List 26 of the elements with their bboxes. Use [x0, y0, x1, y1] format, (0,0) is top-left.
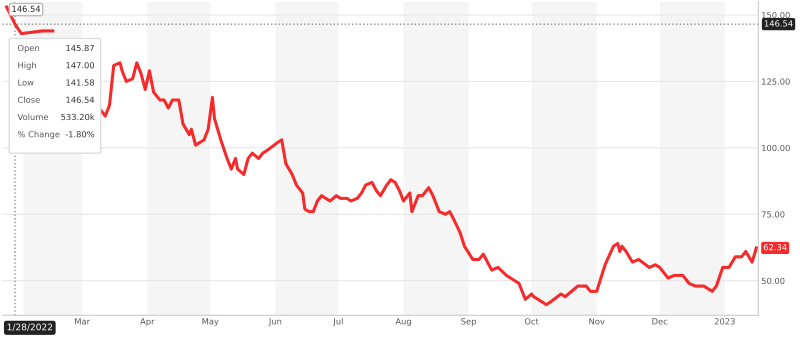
y-tick-label: 75.00 [762, 211, 784, 218]
ref-line-label: 1/28/2022 [8, 324, 52, 332]
x-tick-label: Aug [395, 318, 411, 326]
text: Close 146.54 [18, 96, 94, 103]
y-tick-label: 150.00 [762, 12, 790, 18]
x-tick-label: Nov [589, 318, 605, 324]
x-tick-label: Dec [652, 318, 668, 324]
annotation: % Change -1.80% [18, 130, 94, 139]
annotation: 62.34 [764, 244, 787, 250]
text: Open 145.87 [18, 44, 94, 53]
text: High 147.00 [18, 62, 94, 70]
x-tick-label: Sep [461, 318, 476, 326]
y-tick-label: 100.00 [762, 144, 790, 152]
x-tick-label: Apr [140, 318, 155, 326]
annotation: 146.54 [12, 6, 40, 12]
x-tick-label: Jun [268, 318, 282, 326]
y-tick-label: 125.00 [762, 78, 790, 85]
x-tick-label: Oct [524, 318, 539, 324]
x-tick-label: Jul [332, 318, 343, 326]
y-tick-label: 50.00 [762, 278, 784, 284]
x-tick-label: Mar [75, 318, 90, 324]
text: Volume 533.20k [18, 114, 95, 120]
text: Low 141.58 [18, 79, 94, 86]
ref-line-label: 146.54 [764, 20, 793, 27]
x-tick-label: May [202, 318, 219, 326]
x-tick-label: 2023 [714, 318, 735, 324]
